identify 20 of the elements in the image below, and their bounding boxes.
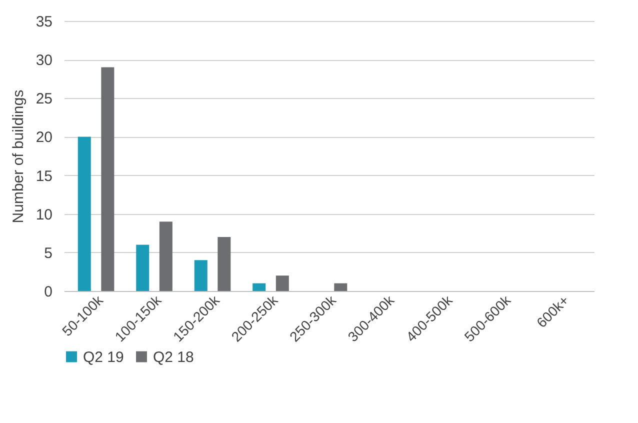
y-axis-title: Number of buildings [10, 90, 27, 224]
bar [334, 283, 348, 291]
bar [136, 244, 150, 291]
y-tick-label: 35 [36, 14, 52, 30]
y-tick-label: 20 [36, 129, 52, 146]
legend-label: Q2 19 [83, 348, 124, 366]
bar [276, 276, 289, 291]
bar [194, 260, 208, 291]
bar [78, 136, 91, 291]
legend-label: Q2 18 [153, 348, 194, 366]
bar [218, 237, 231, 291]
y-tick-label: 25 [36, 90, 52, 108]
bar [101, 67, 114, 291]
y-tick-label: 0 [44, 284, 52, 300]
y-tick-label: 30 [36, 52, 52, 70]
y-tick-label: 5 [44, 244, 52, 262]
bar [159, 222, 172, 291]
y-tick-label: 15 [36, 168, 52, 185]
bar [252, 283, 266, 291]
y-tick-label: 10 [36, 206, 52, 224]
